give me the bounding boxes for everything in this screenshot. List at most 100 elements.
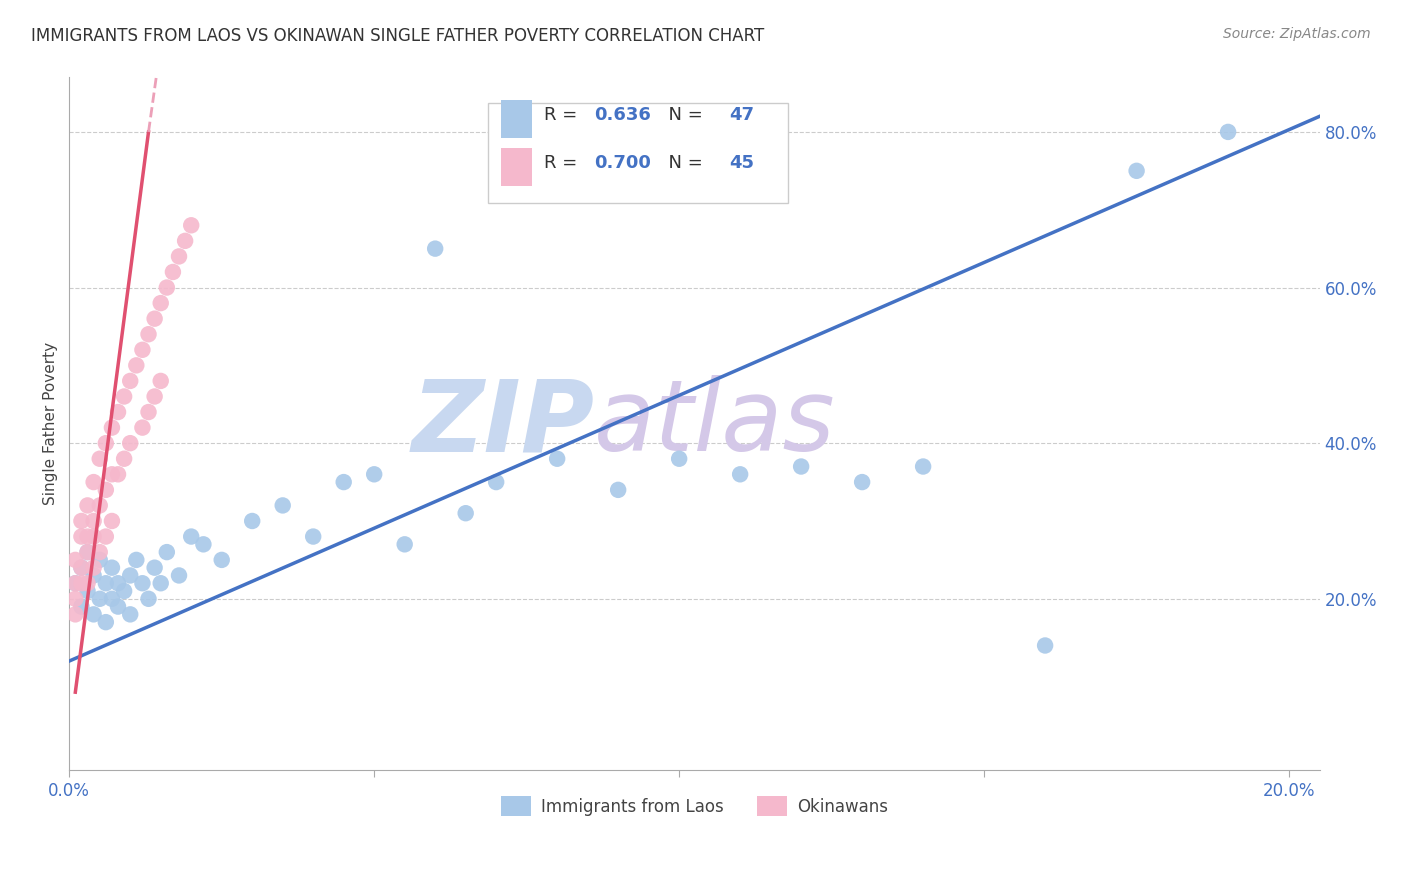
Point xyxy=(454,506,477,520)
Point xyxy=(790,459,813,474)
Text: Source: ZipAtlas.com: Source: ZipAtlas.com xyxy=(1223,27,1371,41)
Point xyxy=(167,568,190,582)
Point xyxy=(76,584,98,599)
Point xyxy=(70,560,93,574)
Point xyxy=(851,475,873,489)
Point xyxy=(76,576,98,591)
Point xyxy=(70,560,93,574)
Y-axis label: Single Father Poverty: Single Father Poverty xyxy=(44,343,58,505)
Point xyxy=(149,576,172,591)
Point xyxy=(193,537,215,551)
Point xyxy=(668,451,690,466)
Point xyxy=(131,420,153,434)
Point xyxy=(89,553,111,567)
Point xyxy=(107,467,129,482)
Point xyxy=(112,584,135,599)
Point xyxy=(94,530,117,544)
Point xyxy=(167,249,190,263)
Point xyxy=(120,374,142,388)
Point xyxy=(101,420,124,434)
Point xyxy=(131,576,153,591)
Point xyxy=(180,219,202,233)
Text: 0.700: 0.700 xyxy=(595,154,651,172)
Point xyxy=(76,545,98,559)
Point xyxy=(101,591,124,606)
Point xyxy=(149,296,172,310)
FancyBboxPatch shape xyxy=(488,103,789,203)
Point xyxy=(162,265,184,279)
Point xyxy=(143,311,166,326)
Point xyxy=(83,475,105,489)
Point xyxy=(912,459,935,474)
Point xyxy=(120,607,142,622)
Point xyxy=(302,530,325,544)
Point xyxy=(211,553,233,567)
Point xyxy=(76,499,98,513)
Point xyxy=(83,607,105,622)
Point xyxy=(65,591,87,606)
Point xyxy=(83,514,105,528)
Point xyxy=(425,242,447,256)
Point xyxy=(107,576,129,591)
Point xyxy=(89,545,111,559)
Point xyxy=(485,475,508,489)
Point xyxy=(65,553,87,567)
Point xyxy=(271,499,294,513)
Bar xyxy=(501,148,531,186)
Point xyxy=(143,560,166,574)
Text: R =: R = xyxy=(544,154,583,172)
Text: atlas: atlas xyxy=(595,376,837,472)
Point xyxy=(76,530,98,544)
Point xyxy=(70,514,93,528)
Text: ZIP: ZIP xyxy=(412,376,595,472)
Point xyxy=(240,514,263,528)
Point xyxy=(70,599,93,614)
Point xyxy=(125,359,148,373)
Point xyxy=(138,327,160,342)
Point xyxy=(363,467,385,482)
Point xyxy=(107,599,129,614)
Point xyxy=(138,591,160,606)
Point xyxy=(156,545,179,559)
Text: 45: 45 xyxy=(730,154,755,172)
Point xyxy=(112,389,135,403)
Point xyxy=(607,483,630,497)
Point xyxy=(101,560,124,574)
Point xyxy=(89,499,111,513)
Point xyxy=(180,530,202,544)
Point xyxy=(70,530,93,544)
Point xyxy=(65,576,87,591)
Point xyxy=(83,568,105,582)
Point xyxy=(332,475,354,489)
Point xyxy=(174,234,197,248)
Point xyxy=(394,537,416,551)
Text: 0.636: 0.636 xyxy=(595,106,651,124)
Point xyxy=(125,553,148,567)
Point xyxy=(89,591,111,606)
Point xyxy=(94,436,117,450)
Point xyxy=(120,436,142,450)
Point xyxy=(1033,639,1056,653)
Point xyxy=(143,389,166,403)
Point xyxy=(89,451,111,466)
Point xyxy=(138,405,160,419)
Text: N =: N = xyxy=(657,106,709,124)
Point xyxy=(101,467,124,482)
Text: R =: R = xyxy=(544,106,583,124)
Bar xyxy=(501,100,531,137)
Point xyxy=(83,530,105,544)
Point xyxy=(156,280,179,294)
Point xyxy=(94,615,117,629)
Text: IMMIGRANTS FROM LAOS VS OKINAWAN SINGLE FATHER POVERTY CORRELATION CHART: IMMIGRANTS FROM LAOS VS OKINAWAN SINGLE … xyxy=(31,27,765,45)
Point xyxy=(112,451,135,466)
Point xyxy=(70,576,93,591)
Point xyxy=(65,576,87,591)
Text: 47: 47 xyxy=(730,106,755,124)
Point xyxy=(1216,125,1239,139)
Point xyxy=(65,607,87,622)
Point xyxy=(94,576,117,591)
Point xyxy=(120,568,142,582)
Point xyxy=(76,545,98,559)
Point xyxy=(101,514,124,528)
Point xyxy=(83,560,105,574)
